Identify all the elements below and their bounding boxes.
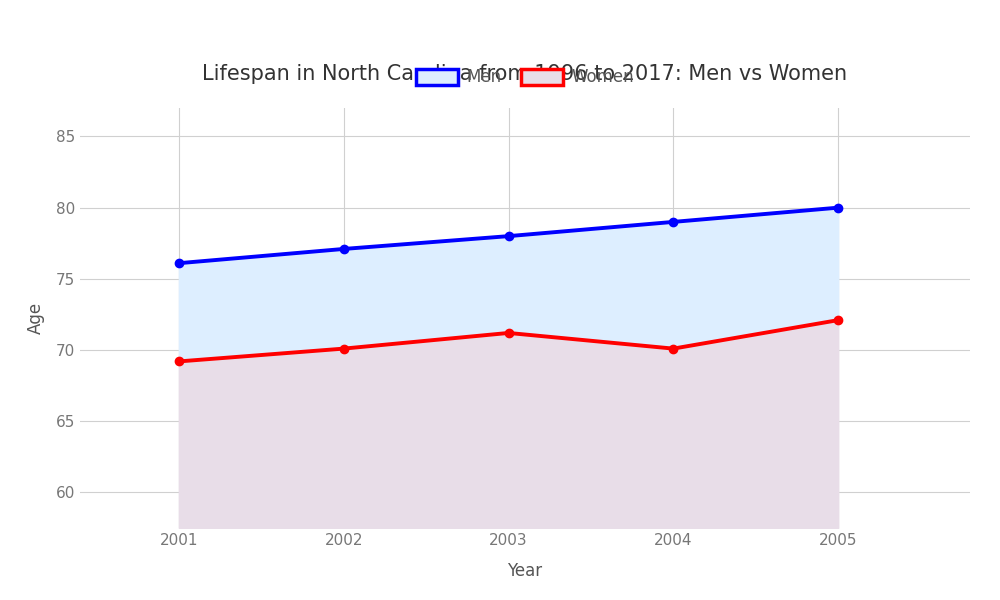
Y-axis label: Age: Age [27,302,45,334]
Title: Lifespan in North Carolina from 1996 to 2017: Men vs Women: Lifespan in North Carolina from 1996 to … [202,64,848,84]
Legend: Men, Women: Men, Women [409,62,641,93]
X-axis label: Year: Year [507,562,543,580]
